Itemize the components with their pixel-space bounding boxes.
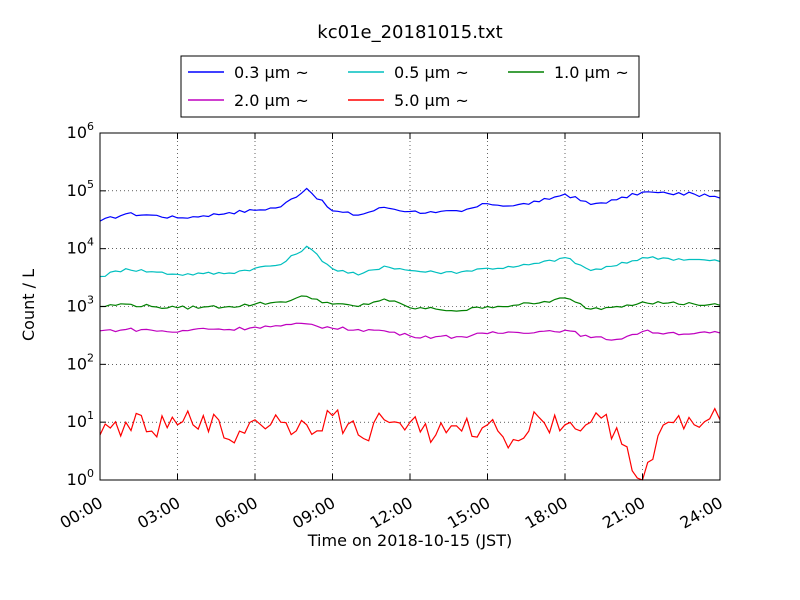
series-line-2 bbox=[99, 245, 721, 278]
series-line-5 bbox=[99, 407, 721, 481]
y-tick-label: 100 bbox=[67, 467, 94, 489]
y-tick-label: 104 bbox=[67, 236, 94, 258]
legend-label-1: 0.3 μm ~ bbox=[234, 63, 309, 82]
chart-title: kc01e_20181015.txt bbox=[317, 22, 502, 43]
legend-label-4: 2.0 μm ~ bbox=[234, 91, 309, 110]
x-tick-label: 24:00 bbox=[677, 493, 726, 533]
x-tick-label: 18:00 bbox=[522, 493, 571, 533]
x-tick-label: 03:00 bbox=[134, 493, 183, 533]
y-tick-label: 102 bbox=[67, 351, 94, 373]
y-tick-label: 105 bbox=[67, 178, 94, 200]
y-tick-label: 106 bbox=[67, 120, 94, 142]
plot-area: 100 101 102 103 104 105 106 00:00 03:00 06:00 09:0… bbox=[57, 120, 726, 533]
series-line-4 bbox=[99, 322, 721, 341]
x-tick-label: 21:00 bbox=[599, 493, 648, 533]
legend-box bbox=[180, 55, 640, 118]
legend-label-3: 1.0 μm ~ bbox=[554, 63, 629, 82]
legend-label-2: 0.5 μm ~ bbox=[394, 63, 469, 82]
x-tick-label: 09:00 bbox=[289, 493, 338, 533]
x-axis-label: Time on 2018-10-15 (JST) bbox=[307, 531, 512, 550]
x-tick-label: 15:00 bbox=[444, 493, 493, 533]
x-tick-label: 00:00 bbox=[57, 493, 106, 533]
y-axis-label: Count / L bbox=[19, 269, 38, 341]
x-tick-label: 06:00 bbox=[212, 493, 261, 533]
y-tick-label: 101 bbox=[67, 409, 94, 431]
y-tick-label: 103 bbox=[67, 294, 94, 316]
legend: 0.3 μm ~ 0.5 μm ~ 1.0 μm ~ 2.0 μm ~ 5.0 μm ~ bbox=[180, 55, 640, 118]
x-tick-label: 12:00 bbox=[367, 493, 416, 533]
legend-label-5: 5.0 μm ~ bbox=[394, 91, 469, 110]
series-line-1 bbox=[99, 187, 721, 222]
series-line-3 bbox=[100, 295, 721, 312]
